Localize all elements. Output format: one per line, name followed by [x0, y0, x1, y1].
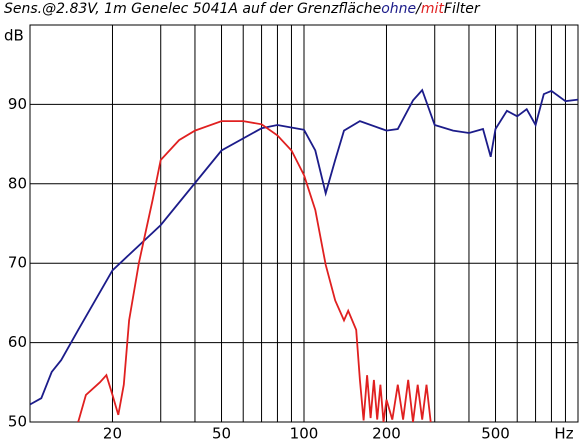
y-axis-label: dB [4, 27, 24, 45]
title-text: Sens.@2.83V, 1m Genelec 5041A auf der Gr… [4, 1, 382, 17]
series-line [77, 120, 432, 422]
plot-border [29, 24, 579, 423]
x-tick-label: Hz [554, 425, 573, 443]
chart-title: Sens.@2.83V, 1m Genelec 5041A auf der Gr… [4, 1, 480, 17]
x-tick-label: 100 [290, 425, 319, 443]
y-tick-label: 90 [8, 95, 27, 113]
y-tick-label: 80 [8, 174, 27, 192]
series-line [30, 88, 578, 406]
legend-entry: mit [420, 1, 444, 17]
x-tick-label: 50 [212, 425, 231, 443]
x-tick-label: 200 [372, 425, 401, 443]
x-tick-label: 500 [481, 425, 510, 443]
x-tick-label: 20 [103, 425, 122, 443]
y-tick-label: 70 [8, 254, 27, 272]
y-tick-label: 50 [8, 413, 27, 431]
legend-entry: ohne [381, 1, 417, 17]
title-separator: / [416, 1, 421, 17]
title-suffix: Filter [443, 1, 480, 17]
y-tick-label: 60 [8, 333, 27, 351]
